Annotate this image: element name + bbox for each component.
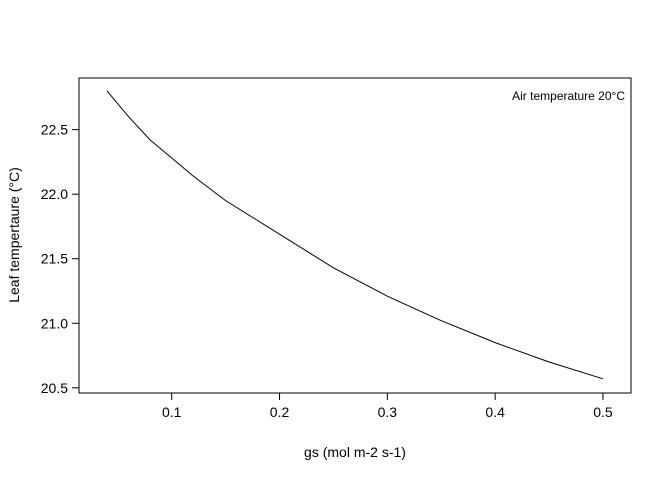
x-axis-title: gs (mol m-2 s-1) [304, 444, 406, 460]
y-axis: 20.5 21.0 21.5 22.0 22.5 [41, 122, 79, 396]
x-axis: 0.1 0.2 0.3 0.4 0.5 [162, 393, 613, 420]
x-tick-label: 0.1 [162, 404, 182, 420]
y-tick-label: 22.5 [41, 122, 68, 138]
y-tick-label: 21.0 [41, 315, 68, 331]
y-tick-label: 22.0 [41, 186, 68, 202]
annotation-air-temperature: Air temperature 20°C [512, 89, 625, 103]
y-tick-label: 21.5 [41, 251, 68, 267]
x-tick-label: 0.4 [485, 404, 505, 420]
series-line [106, 90, 604, 380]
y-tick-label: 20.5 [41, 380, 68, 396]
x-tick-label: 0.5 [593, 404, 613, 420]
series-layer [106, 90, 604, 380]
x-tick-label: 0.2 [270, 404, 290, 420]
y-axis-title: Leaf tempertaure (°C) [6, 167, 22, 303]
x-tick-label: 0.3 [378, 404, 398, 420]
plot-frame [78, 77, 632, 394]
